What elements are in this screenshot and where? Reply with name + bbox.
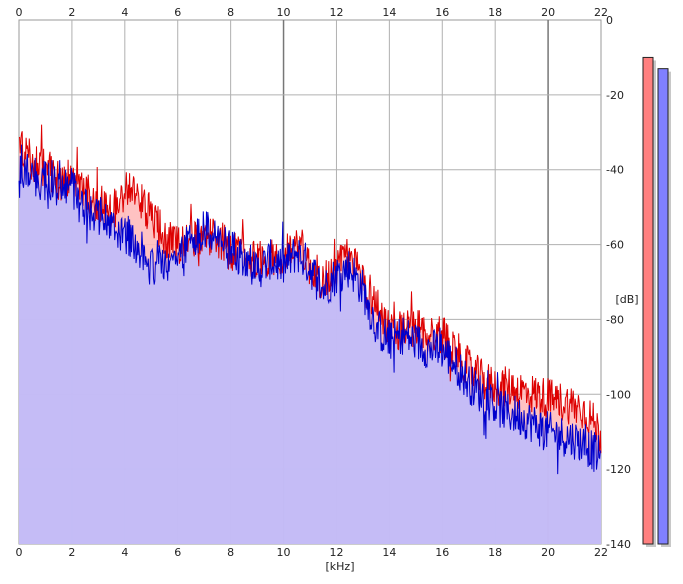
y-tick-label: -40	[606, 164, 624, 177]
level-meters	[642, 56, 671, 548]
x-tick-label-top: 4	[121, 6, 128, 19]
x-tick-label-top: 14	[382, 6, 396, 19]
y-tick-label: -140	[606, 538, 631, 551]
spectrum-fill-1	[19, 144, 601, 544]
x-tick-label-top: 0	[16, 6, 23, 19]
x-tick-label-bottom: 18	[488, 546, 502, 559]
x-tick-label-bottom: 16	[435, 546, 449, 559]
x-tick-label-top: 16	[435, 6, 449, 19]
y-tick-label: -120	[606, 463, 631, 476]
x-tick-label-bottom: 10	[277, 546, 291, 559]
x-tick-label-top: 6	[174, 6, 181, 19]
y-tick-labels: 0 -20 -40 -60 -80 -100 -120 -140	[606, 14, 631, 551]
x-tick-label-top: 18	[488, 6, 502, 19]
y-tick-label: -80	[606, 313, 624, 326]
x-tick-label-bottom: 22	[594, 546, 608, 559]
y-tick-label: -100	[606, 388, 631, 401]
x-tick-label-bottom: 14	[382, 546, 396, 559]
x-tick-label-bottom: 8	[227, 546, 234, 559]
y-tick-label: -20	[606, 89, 624, 102]
level-meter-bar	[657, 68, 669, 545]
y-tick-label: 0	[606, 14, 613, 27]
y-axis-label: [dB]	[615, 293, 638, 306]
x-tick-label-bottom: 4	[121, 546, 128, 559]
x-tick-label-bottom: 12	[329, 546, 343, 559]
x-tick-label-bottom: 2	[68, 546, 75, 559]
x-tick-label-bottom: 20	[541, 546, 555, 559]
x-tick-label-bottom: 0	[16, 546, 23, 559]
x-tick-label-top: 20	[541, 6, 555, 19]
spectrum-lines	[18, 124, 602, 475]
x-tick-label-top: 2	[68, 6, 75, 19]
x-tick-label-top: 8	[227, 6, 234, 19]
y-tick-label: -60	[606, 239, 624, 252]
spectrum-line-1	[18, 144, 602, 475]
spectrum-fills	[19, 124, 601, 544]
x-tick-label-top: 22	[594, 6, 608, 19]
x-tick-label-bottom: 6	[174, 546, 181, 559]
level-meter-bar	[642, 56, 654, 545]
x-tick-label-top: 10	[277, 6, 291, 19]
top-x-tick-labels: 0 2 4 6 8 10 12 14 16 18 20 22	[16, 6, 609, 19]
x-axis-label: [kHz]	[326, 560, 355, 573]
bottom-x-tick-labels: 0 2 4 6 8 10 12 14 16 18 20 22	[16, 546, 609, 559]
x-tick-label-top: 12	[329, 6, 343, 19]
